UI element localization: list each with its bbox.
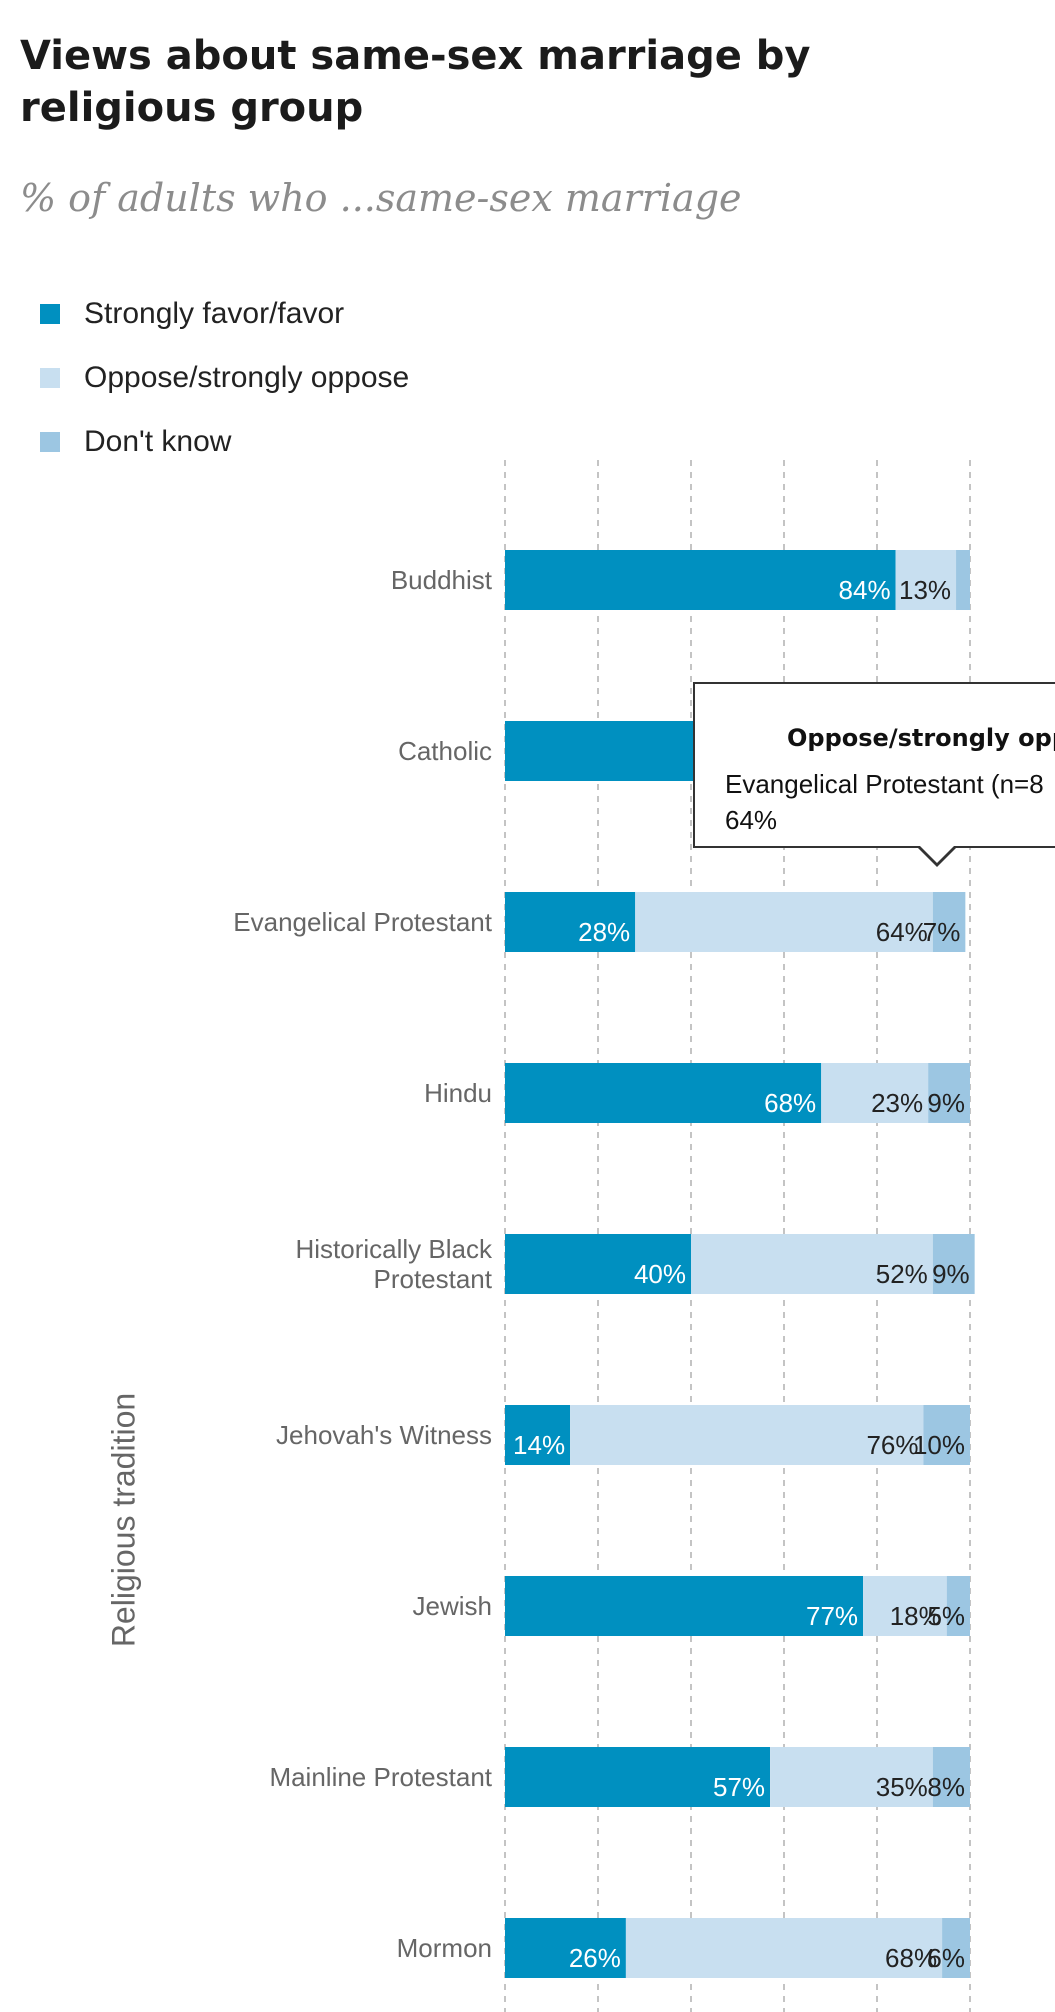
tooltip: Oppose/strongly oppo Evangelical Protest… (693, 682, 1055, 848)
data-label-strongly-favor-favor-mainline-protestant: 57% (713, 1772, 765, 1802)
category-label-jewish: Jewish (413, 1591, 492, 1621)
bar-don-t-know-jewish (946, 1576, 970, 1636)
category-label-mormon: Mormon (397, 1933, 492, 1963)
data-label-don-t-know-jewish: 5% (927, 1601, 965, 1631)
tooltip-value: 64% (725, 805, 778, 835)
category-label-historically-black-protestant: Historically Black Protestant (296, 1234, 493, 1294)
data-label-don-t-know-jehovah-s-witness: 10% (913, 1430, 965, 1460)
category-label-line: Jewish (413, 1591, 492, 1621)
category-label-catholic: Catholic (398, 736, 492, 766)
chart-subtitle: % of adults who ...same-sex marriage (20, 176, 742, 220)
data-label-oppose-strongly-oppose-jehovah-s-witness: 76% (866, 1430, 918, 1460)
legend-label-dont-know: Don't know (84, 425, 232, 458)
tooltip-title: Oppose/strongly oppo (787, 724, 1055, 752)
tooltip-series: Evangelical Protestant (n=8 (725, 769, 1044, 799)
data-label-oppose-strongly-oppose-historically-black-protestant: 52% (876, 1259, 928, 1289)
data-label-strongly-favor-favor-historically-black-protestant: 40% (634, 1259, 686, 1289)
bar-don-t-know-mainline-protestant (932, 1747, 970, 1807)
legend-label-oppose: Oppose/strongly oppose (84, 361, 410, 394)
legend: Strongly favor/favor Oppose/strongly opp… (40, 282, 409, 474)
chart-title: Views about same-sex marriage by religio… (20, 33, 811, 131)
legend-item-favor[interactable]: Strongly favor/favor (40, 282, 409, 346)
legend-item-dont-know[interactable]: Don't know (40, 410, 409, 474)
category-label-line: Catholic (398, 736, 492, 766)
category-label-hindu: Hindu (424, 1078, 492, 1108)
category-label-line: Evangelical Protestant (233, 907, 492, 937)
data-label-don-t-know-mainline-protestant: 8% (927, 1772, 965, 1802)
bar-strongly-favor-favor-historically-black-protestant (505, 1234, 691, 1294)
bar-oppose-strongly-oppose-jewish (863, 1576, 947, 1636)
data-label-strongly-favor-favor-mormon: 26% (569, 1943, 621, 1973)
data-label-strongly-favor-favor-jewish: 77% (806, 1601, 858, 1631)
data-label-oppose-strongly-oppose-buddhist: 13% (899, 575, 951, 605)
legend-swatch-dont-know (40, 432, 60, 452)
bar-oppose-strongly-oppose-mormon (625, 1918, 943, 1978)
data-label-don-t-know-historically-black-protestant: 9% (932, 1259, 970, 1289)
legend-item-oppose[interactable]: Oppose/strongly oppose (40, 346, 409, 410)
bar-oppose-strongly-oppose-historically-black-protestant (691, 1234, 933, 1294)
bar-don-t-know-jehovah-s-witness (923, 1405, 970, 1465)
category-label-line: Historically Black (296, 1234, 493, 1264)
bar-strongly-favor-favor-mainline-protestant (505, 1747, 771, 1807)
data-label-don-t-know-mormon: 6% (927, 1943, 965, 1973)
category-label-line: Buddhist (391, 565, 493, 595)
legend-swatch-oppose (40, 368, 60, 388)
tooltip-text: Evangelical Protestant (n=8 64% (725, 766, 1055, 838)
category-label-line: Hindu (424, 1078, 492, 1108)
category-label-mainline-protestant: Mainline Protestant (269, 1762, 492, 1792)
category-label-jehovah-s-witness: Jehovah's Witness (276, 1420, 492, 1450)
bar-oppose-strongly-oppose-mainline-protestant (770, 1747, 933, 1807)
bar-strongly-favor-favor-mormon (505, 1918, 626, 1978)
bar-strongly-favor-favor-jehovah-s-witness (505, 1405, 571, 1465)
bar-chart: Buddhist 84% 13% Catholic Evangelical Protes… (233, 460, 975, 2012)
data-label-oppose-strongly-oppose-jewish: 18% (890, 1601, 942, 1631)
data-label-oppose-strongly-oppose-hindu: 23% (871, 1088, 923, 1118)
category-label-evangelical-protestant: Evangelical Protestant (233, 907, 492, 937)
category-label-line: Mainline Protestant (269, 1762, 492, 1792)
data-label-strongly-favor-favor-evangelical-protestant: 28% (578, 917, 630, 947)
data-label-strongly-favor-favor-jehovah-s-witness: 14% (513, 1430, 565, 1460)
data-label-strongly-favor-favor-hindu: 68% (764, 1088, 816, 1118)
data-label-oppose-strongly-oppose-mormon: 68% (885, 1943, 937, 1973)
bar-strongly-favor-favor-jewish (505, 1576, 864, 1636)
bar-don-t-know-historically-black-protestant (932, 1234, 975, 1294)
bar-don-t-know-evangelical-protestant (932, 892, 966, 952)
bar-strongly-favor-favor-buddhist (505, 550, 896, 610)
bar-strongly-favor-favor-hindu (505, 1063, 822, 1123)
category-label-line: Jehovah's Witness (276, 1420, 492, 1450)
data-label-strongly-favor-favor-buddhist: 84% (839, 575, 891, 605)
bar-oppose-strongly-oppose-buddhist (895, 550, 957, 610)
tooltip-arrow-inner (920, 846, 954, 863)
bar-oppose-strongly-oppose-evangelical-protestant (635, 892, 933, 952)
data-label-oppose-strongly-oppose-mainline-protestant: 35% (876, 1772, 928, 1802)
bar-oppose-strongly-oppose-jehovah-s-witness (570, 1405, 924, 1465)
category-label-buddhist: Buddhist (391, 565, 493, 595)
bar-oppose-strongly-oppose-hindu (821, 1063, 929, 1123)
data-label-don-t-know-evangelical-protestant: 7% (923, 917, 961, 947)
category-label-line: Mormon (397, 1933, 492, 1963)
bar-strongly-favor-favor-evangelical-protestant (505, 892, 636, 952)
bar-don-t-know-hindu (928, 1063, 970, 1123)
data-label-oppose-strongly-oppose-evangelical-protestant: 64% (876, 917, 928, 947)
category-label-line: Protestant (373, 1264, 492, 1294)
legend-label-favor: Strongly favor/favor (84, 297, 345, 330)
bar-don-t-know-mormon (942, 1918, 970, 1978)
data-label-don-t-know-hindu: 9% (927, 1088, 965, 1118)
bar-don-t-know-buddhist (956, 550, 970, 610)
legend-swatch-favor (40, 304, 60, 324)
